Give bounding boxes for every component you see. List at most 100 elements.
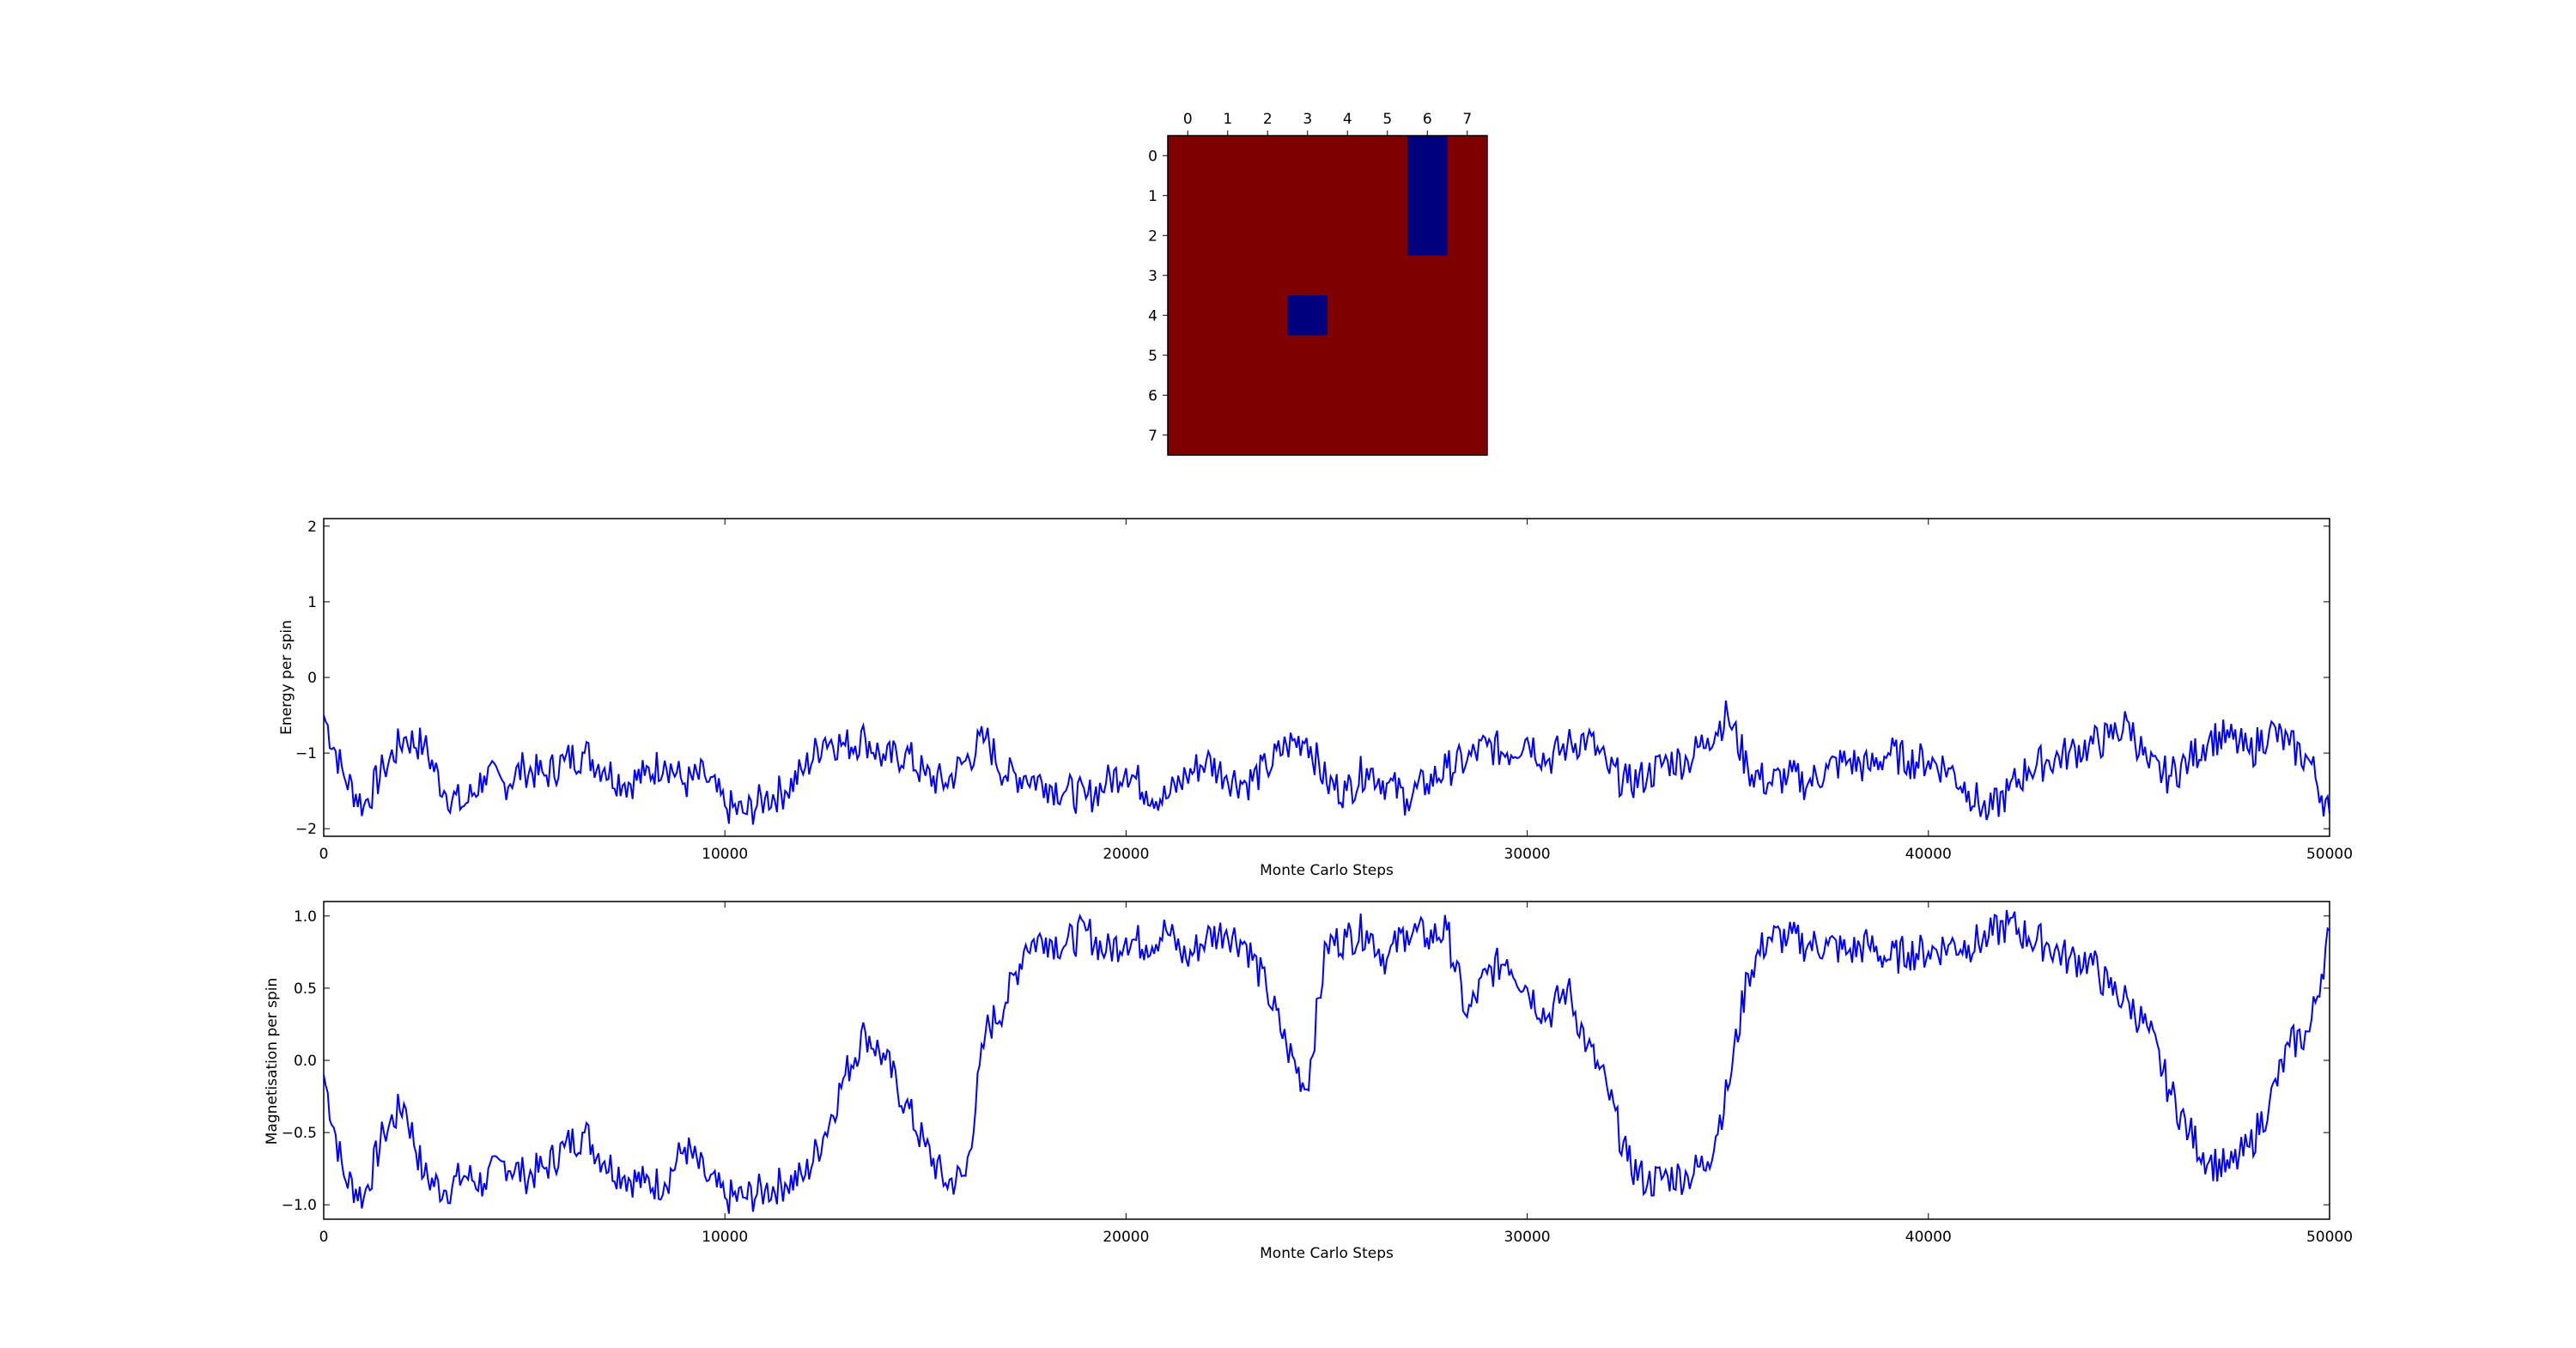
energy-y-tick-label: 2 — [307, 519, 317, 536]
heatmap-cell — [1248, 295, 1288, 336]
heatmap-cell — [1447, 415, 1488, 456]
heatmap-cell — [1367, 255, 1408, 296]
heatmap-cell — [1248, 136, 1288, 176]
heatmap-x-tick-label: 2 — [1263, 111, 1273, 128]
heatmap-cell — [1327, 136, 1368, 176]
heatmap-x-tick-label: 7 — [1462, 111, 1472, 128]
magnetisation-plot: 0 10000 20000 30000 40000 50000 1.0 0.5 0.0 −0.5… — [264, 901, 2353, 1262]
magnetisation-x-tick-label: 20000 — [1103, 1229, 1149, 1246]
heatmap-x-tick-label: 5 — [1382, 111, 1392, 128]
heatmap-cell — [1367, 175, 1408, 216]
heatmap-cell — [1287, 136, 1328, 176]
energy-x-tick-label: 10000 — [702, 846, 748, 863]
heatmap-cell — [1287, 255, 1328, 296]
heatmap-cell — [1327, 375, 1368, 416]
heatmap-cell — [1327, 216, 1368, 256]
heatmap-cell — [1447, 335, 1488, 376]
energy-xlabel: Monte Carlo Steps — [1260, 862, 1394, 879]
heatmap-cell — [1248, 375, 1288, 416]
heatmap-x-tick-label: 4 — [1343, 111, 1352, 128]
magnetisation-x-tick-label: 0 — [319, 1229, 329, 1246]
heatmap-cell — [1407, 216, 1448, 256]
heatmap-cell — [1327, 415, 1368, 456]
heatmap-cell — [1287, 175, 1328, 216]
heatmap-cell — [1168, 295, 1208, 336]
heatmap-cell — [1327, 295, 1368, 336]
heatmap-cell — [1447, 255, 1488, 296]
heatmap-cell — [1327, 175, 1368, 216]
magnetisation-y-tick-label: 1.0 — [294, 908, 317, 926]
heatmap-cell — [1447, 175, 1488, 216]
heatmap-y-tick-label: 1 — [1148, 188, 1157, 205]
heatmap-x-tick-label: 3 — [1303, 111, 1312, 128]
heatmap-cell — [1407, 295, 1448, 336]
heatmap-cell — [1367, 136, 1408, 176]
heatmap-cell — [1327, 255, 1368, 296]
energy-x-tick-label: 20000 — [1103, 846, 1149, 863]
heatmap-cell — [1447, 216, 1488, 256]
heatmap-cell — [1168, 375, 1208, 416]
energy-plot: 0 10000 20000 30000 40000 50000 2 1 0 −1 −2 Monte… — [278, 518, 2353, 879]
heatmap-cell — [1447, 136, 1488, 176]
heatmap-cell — [1168, 255, 1208, 296]
heatmap-y-tick-label: 0 — [1148, 148, 1157, 165]
magnetisation-x-tick-label: 30000 — [1504, 1229, 1551, 1246]
heatmap-cell — [1207, 216, 1249, 256]
heatmap-cell — [1447, 375, 1488, 416]
heatmap-cell — [1367, 415, 1408, 456]
heatmap-cell — [1407, 415, 1448, 456]
heatmap-cell — [1407, 136, 1448, 176]
energy-y-tick-label: −2 — [295, 821, 317, 838]
magnetisation-x-tick-label: 50000 — [2306, 1229, 2353, 1246]
magnetisation-y-tick-label: −0.5 — [282, 1125, 317, 1142]
heatmap-cell — [1207, 136, 1249, 176]
heatmap-y-tick-label: 2 — [1148, 228, 1157, 245]
heatmap-cell — [1407, 335, 1448, 376]
heatmap-cell — [1207, 175, 1249, 216]
heatmap-cell — [1248, 255, 1288, 296]
heatmap-cell — [1207, 375, 1249, 416]
heatmap-x-tick-label: 1 — [1223, 111, 1232, 128]
magnetisation-series-line — [323, 909, 2330, 1214]
heatmap-cell — [1287, 216, 1328, 256]
heatmap-cell — [1207, 295, 1249, 336]
energy-x-tick-label: 30000 — [1504, 846, 1551, 863]
heatmap-cell — [1168, 335, 1208, 376]
energy-ylabel: Energy per spin — [278, 620, 295, 735]
heatmap-cell — [1168, 175, 1208, 216]
heatmap-cell — [1367, 216, 1408, 256]
energy-y-tick-label: −1 — [295, 745, 317, 762]
heatmap-frame — [1167, 135, 1488, 456]
heatmap-cell — [1207, 255, 1249, 296]
heatmap-y-tick-label: 3 — [1148, 268, 1157, 285]
heatmap-cell — [1367, 335, 1408, 376]
heatmap-cell — [1407, 375, 1448, 416]
magnetisation-ylabel: Magnetisation per spin — [264, 978, 281, 1145]
heatmap-x-tick-label: 6 — [1423, 111, 1432, 128]
heatmap-y-tick-label: 4 — [1148, 307, 1157, 325]
heatmap-cell — [1168, 415, 1208, 456]
energy-x-tick-label: 0 — [319, 846, 329, 863]
heatmap-cell — [1248, 216, 1288, 256]
heatmap-cell — [1367, 375, 1408, 416]
heatmap-cell — [1207, 415, 1249, 456]
magnetisation-plot-frame — [323, 901, 2330, 1220]
magnetisation-x-tick-label: 40000 — [1905, 1229, 1952, 1246]
magnetisation-xlabel: Monte Carlo Steps — [1260, 1245, 1394, 1262]
heatmap-cell — [1248, 415, 1288, 456]
spin-lattice-heatmap: 0 1 2 3 4 5 6 7 0 1 2 3 4 5 6 7 — [1148, 111, 1488, 456]
heatmap-y-tick-label: 5 — [1148, 348, 1157, 365]
heatmap-cell — [1248, 175, 1288, 216]
energy-series-line — [323, 700, 2330, 825]
heatmap-cell — [1447, 295, 1488, 336]
heatmap-x-tick-label: 0 — [1183, 111, 1193, 128]
heatmap-cell — [1407, 255, 1448, 296]
heatmap-cell — [1287, 415, 1328, 456]
magnetisation-y-tick-label: −1.0 — [282, 1197, 317, 1214]
magnetisation-x-tick-label: 10000 — [702, 1229, 748, 1246]
heatmap-cell — [1207, 335, 1249, 376]
magnetisation-y-tick-label: 0.0 — [294, 1053, 317, 1070]
heatmap-cell — [1248, 335, 1288, 376]
heatmap-cell — [1367, 295, 1408, 336]
